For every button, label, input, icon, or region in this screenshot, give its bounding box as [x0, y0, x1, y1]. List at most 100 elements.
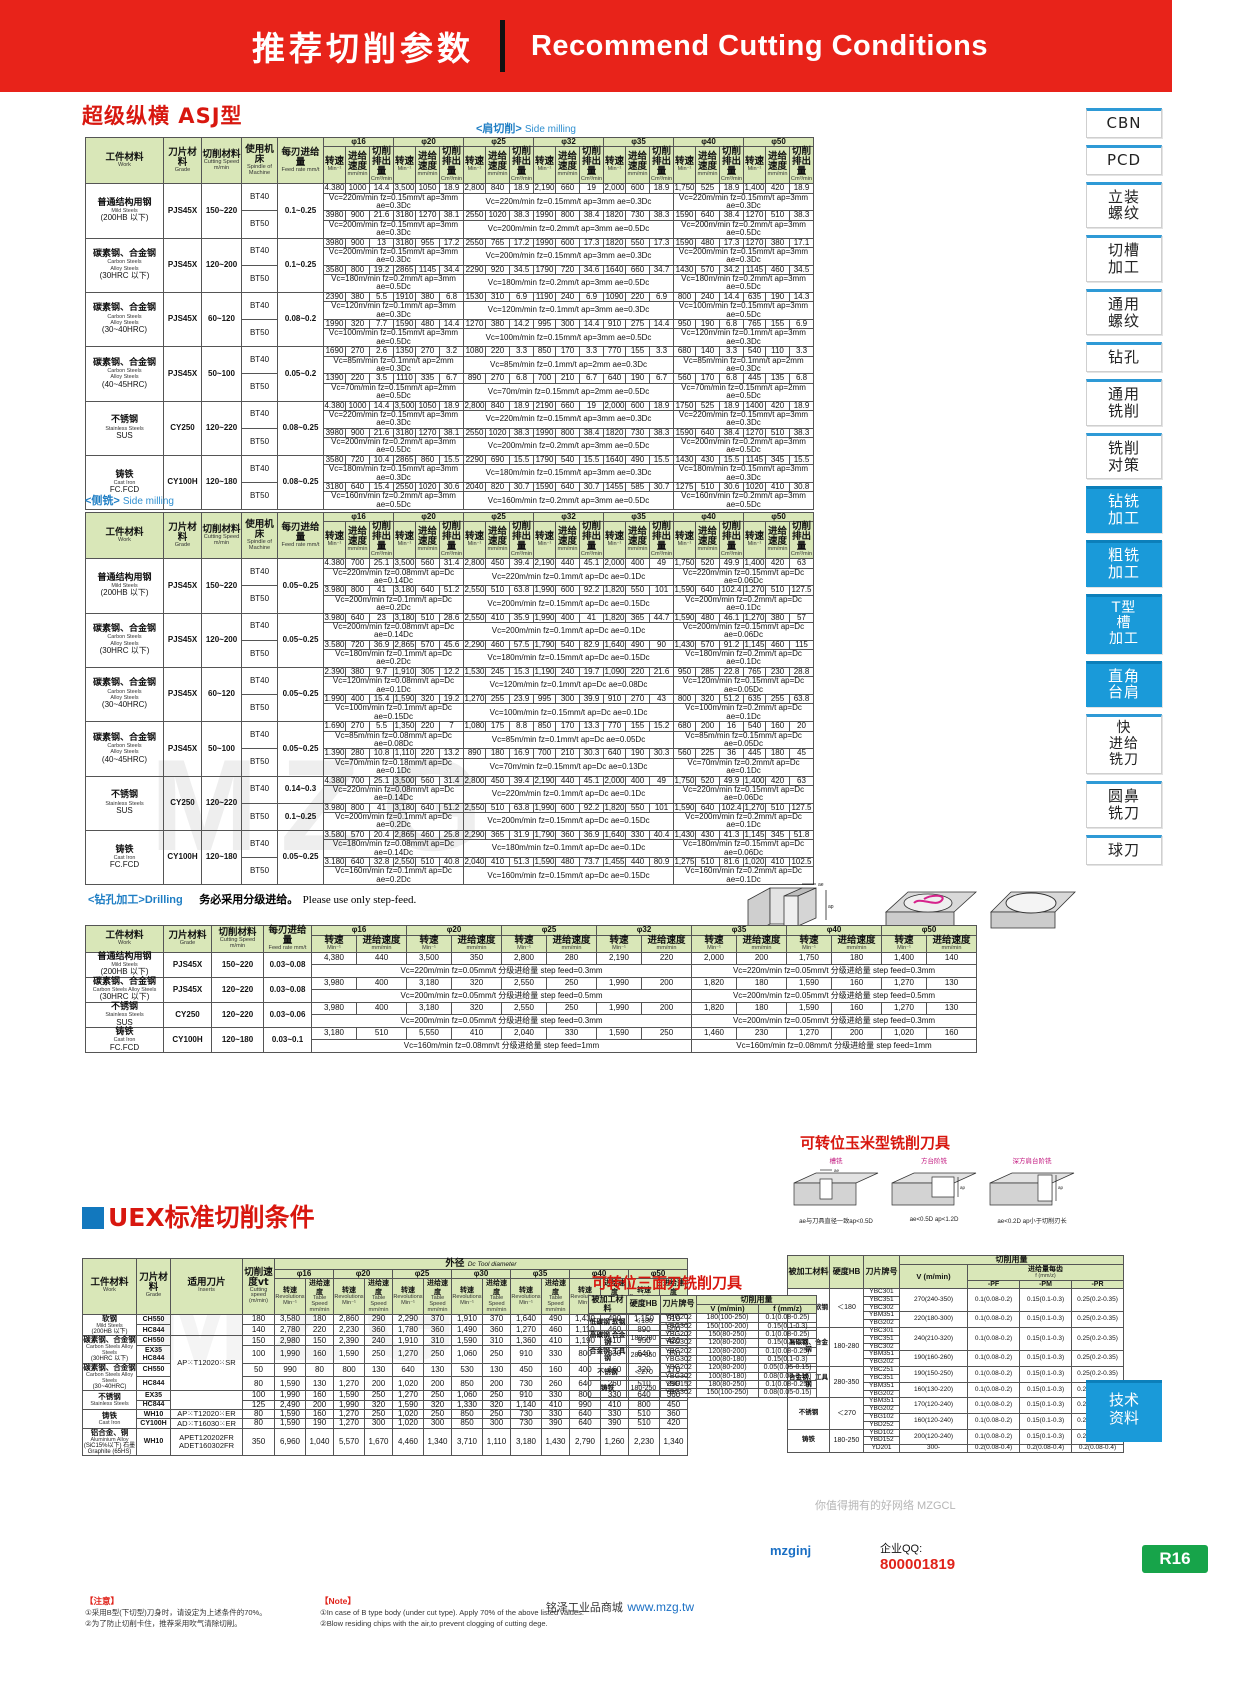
- cell-spindle: BT40: [241, 829, 278, 859]
- sidebar-item-12[interactable]: 快进给 铣刀: [1086, 714, 1162, 775]
- sidebar-item-4[interactable]: 通用 螺纹: [1086, 288, 1162, 336]
- cell-vt: 80: [242, 1376, 275, 1392]
- sidebar-item-13-line-0: 圆鼻: [1107, 787, 1140, 806]
- work-cn: 铸铁: [102, 1410, 117, 1420]
- cell-value: 2,190: [533, 558, 556, 569]
- cell-f: 0.08(0.05-0.15): [758, 1388, 817, 1398]
- table-row: 碳素钢、合金钢 Carbon Steels Alloy Steels (40~45HR…: [85, 346, 814, 402]
- cell-condition: Vc=85m/min fz=0.1mm/t ap=2mm ae=0.3Dc: [323, 355, 464, 375]
- cell-condition: Vc=70m/min fz=0.18mm/t ap=Dc ae=0.1Dc: [323, 757, 464, 777]
- cell-value: 130: [926, 1001, 977, 1016]
- uex-header-en: Grade: [145, 1292, 162, 1299]
- sidebar-item-1[interactable]: PCD: [1086, 144, 1162, 175]
- cell-value: 36: [719, 748, 744, 759]
- cell-grade: CY100H: [136, 1418, 171, 1429]
- drill-subheader: 转速 Min⁻¹: [786, 934, 832, 953]
- subheader-rpm-2: 转速 Min⁻¹: [463, 146, 486, 185]
- cell-hardness: 180-280: [626, 1329, 661, 1348]
- sidebar-item-14[interactable]: 球刀: [1086, 834, 1162, 865]
- cell-value: 2550: [463, 210, 486, 221]
- subheader-chip-0: 切削排出量 Cm³/min: [369, 146, 394, 185]
- subheader-feedrate-5: 进给速度 mm/min: [695, 146, 720, 185]
- cell-value: 320: [451, 1001, 502, 1016]
- cell-value: 1,260: [600, 1427, 629, 1457]
- sidebar-item-10[interactable]: T型槽加工: [1086, 593, 1162, 654]
- cell-condition: Vc=70m/min fz=0.15mm/t ap=2mm ae=0.5Dc: [323, 382, 464, 402]
- cell-value: 420: [659, 1418, 688, 1429]
- cell-spindle: BT50: [241, 585, 278, 614]
- cell-value: 6.7: [649, 373, 674, 384]
- cell-value: 400: [356, 1001, 407, 1016]
- sidebar-item-11[interactable]: 直角 台肩: [1086, 660, 1162, 708]
- table-row: 铸铁 Cast Iron FC.FCD CY100H 120~180 0.03~0.1 3,…: [85, 1026, 977, 1053]
- cell-value: 540: [743, 346, 766, 357]
- sidebar-item-5[interactable]: 钻孔: [1086, 342, 1162, 373]
- cell-condition: Vc=180m/min fz=0.15mm/t ap=3mm ae=0.3Dc: [323, 464, 464, 484]
- cell-value: 270: [625, 693, 650, 705]
- subheader-en: Cm³/min: [370, 176, 393, 183]
- sidebar-item-0[interactable]: CBN: [1086, 108, 1162, 138]
- work-cn: 碳素钢、合金钢: [83, 1362, 136, 1372]
- cell-pf: 0.1(0.08-0.2): [967, 1350, 1020, 1368]
- subheader-cn: 切削排出量: [511, 146, 531, 178]
- drill-header-cn: 每刃进给量: [268, 925, 307, 946]
- sidebar-item-6[interactable]: 通用 铣削: [1086, 379, 1162, 426]
- diameter-header-6: φ50: [743, 511, 814, 523]
- work-en: Cast Iron: [113, 854, 136, 861]
- cell-value: 6.8: [789, 373, 814, 384]
- cell-value: 1820: [603, 237, 626, 248]
- col-header-cutting-speed-cn: 切削材料: [202, 148, 241, 160]
- sidebar-item-7[interactable]: 铣削 对策: [1086, 432, 1162, 480]
- subheader-cn: 转速: [604, 531, 624, 543]
- uex-note-en-title: 【Note】: [320, 1596, 356, 1606]
- sidebar-nav[interactable]: CBN PCD 立装 螺纹切槽 加工通用 螺纹钻孔通用 铣削铣削 对策钻铣 加工粗铣 加工 T型槽加…: [1086, 108, 1162, 872]
- cell-condition: Vc=70m/min fz=0.15mm/t ap=Dc ae=0.13Dc: [463, 757, 674, 777]
- cell-value: 210: [555, 373, 580, 384]
- cell-condition: Vc=220m/min fz=0.1mm/t ap=Dc ae=0.1Dc: [463, 567, 674, 587]
- sidebar-item-2[interactable]: 立装 螺纹: [1086, 181, 1162, 229]
- table-row: 合金钢 工具钢 280-350 YBG202 120(80-200) 0.1(0.08-…: [588, 1346, 817, 1365]
- drill-subheader-en: mm/min: [941, 944, 962, 951]
- sidebar-item-3[interactable]: 切槽 加工: [1086, 235, 1162, 282]
- footer-url[interactable]: www.mzg.tw: [627, 1600, 695, 1614]
- cell-value: 800: [555, 427, 580, 439]
- sidebar-tech-tab[interactable]: 技术 资料: [1086, 1380, 1162, 1442]
- uex-sub-unit: mm/min: [486, 1306, 507, 1313]
- cell-value: 410: [541, 1335, 570, 1347]
- subheader-cn: 转速: [324, 531, 344, 543]
- cell-hardness: ＜270: [626, 1363, 661, 1382]
- subheader-chip-5: 切削排出量 Cm³/min: [719, 146, 744, 185]
- cell-value: 13.2: [439, 748, 464, 759]
- subheader-feedrate-5: 进给速度 mm/min: [695, 521, 720, 560]
- cell-condition: Vc=180m/min fz=0.15mm/t ap=3mm ae=0.3Dc: [463, 464, 674, 484]
- drilling-diagram-slot: ae ap: [747, 882, 834, 937]
- cell-feed-rate: 0.08~0.2: [277, 291, 324, 348]
- cell-value: 1,590: [533, 857, 556, 868]
- uex-dc-cn: 外径: [445, 1258, 468, 1269]
- table-row: BT50 0.1~0.25 3.980 800 41 3,180 640 51.2 2,550 5…: [86, 802, 814, 831]
- uex-col-header-grade: 刀片材料 Grade: [136, 1258, 171, 1315]
- cell-value: 770: [603, 346, 626, 357]
- subheader-en: mm/min: [557, 171, 578, 178]
- cell-value: 4.380: [323, 400, 346, 411]
- subheader-cn: 进给速度: [417, 151, 437, 173]
- cell-condition: Vc=180m/min fz=0.2mm/t ap=3mm ae=0.5Dc: [323, 274, 464, 293]
- subtitle-drill-cn: <钻孔加工>: [88, 894, 145, 906]
- cell-value: 31.9: [509, 829, 534, 841]
- col-header-work-en: Work: [118, 536, 131, 543]
- cell-value: 51.2: [439, 585, 464, 596]
- table-row: 合金钢、工具钢 280-350 YBC251 190(150-250) 0.1(0.08…: [787, 1366, 1124, 1399]
- drilling-diagram-bore: [990, 891, 1076, 929]
- work-en: Stainless Steels: [90, 1400, 129, 1407]
- footer-mzg-label: mzginj: [770, 1543, 812, 1558]
- sidebar-item-8[interactable]: 钻铣 加工: [1086, 486, 1162, 533]
- sidebar-item-9[interactable]: 粗铣 加工: [1086, 539, 1162, 587]
- cell-value: 180: [736, 976, 787, 991]
- drill-note-cn: 务必采用分级进给。: [199, 894, 299, 906]
- sidebar-item-13[interactable]: 圆鼻 铣刀: [1086, 781, 1162, 828]
- cell-value: 720: [555, 264, 580, 276]
- cell-value: 63.8: [509, 585, 534, 596]
- cell-v: 200(120-240): [899, 1428, 968, 1446]
- cell-value: 160: [831, 976, 882, 991]
